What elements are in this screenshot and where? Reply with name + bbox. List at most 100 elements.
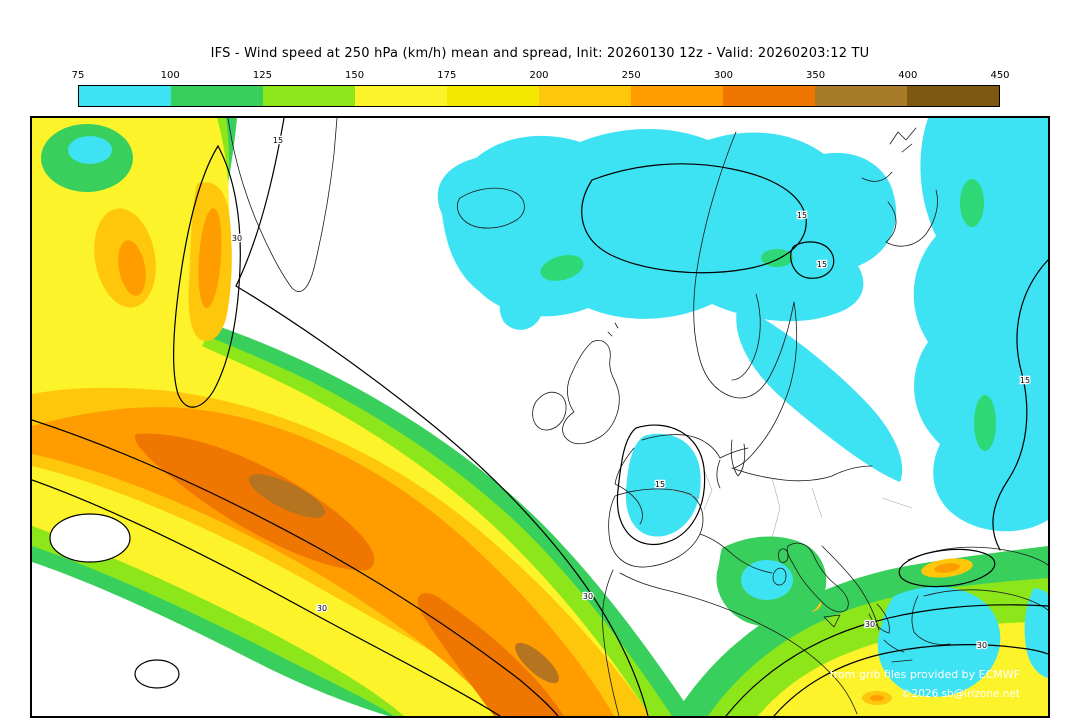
colorbar: 75 100 125 150 175 200 250 300 350 400 450 xyxy=(72,70,1010,107)
contour-white-cell-2 xyxy=(134,659,180,689)
colorbar-tick: 400 xyxy=(898,70,918,81)
colorbar-segment xyxy=(171,86,263,106)
coast-riviera xyxy=(699,533,773,574)
contour-layer xyxy=(32,118,1048,716)
teal-patch-1 xyxy=(540,255,584,281)
contour-greenland-loop xyxy=(173,144,241,408)
coast-aegean xyxy=(911,595,951,645)
contour-jet-lower-1 xyxy=(32,479,501,716)
border-layer xyxy=(671,469,913,539)
contour-white-cell-1 xyxy=(49,513,131,563)
colorbar-tick: 350 xyxy=(806,70,826,81)
italy-cyan-patch xyxy=(741,560,793,600)
coast-britain xyxy=(562,340,620,445)
coast-greenland xyxy=(227,118,338,292)
greenland-orange-patch xyxy=(118,240,146,296)
teal-patch-3 xyxy=(960,179,984,227)
contour-east xyxy=(992,259,1048,551)
colorbar-tick: 450 xyxy=(990,70,1010,81)
colorbar-ticks: 75 100 125 150 175 200 250 300 350 400 450 xyxy=(72,70,1010,84)
contour-label-layer: 15 30 30 15 15 15 30 30 15 30 xyxy=(231,135,1032,652)
contour-label: 30 xyxy=(977,641,987,650)
border-2 xyxy=(703,469,713,511)
wind-speed-map: 15 30 30 15 15 15 30 30 15 30 from grib … xyxy=(32,118,1048,716)
edge-cyan-strip xyxy=(1024,588,1048,678)
border-4 xyxy=(811,487,913,519)
coast-sicily xyxy=(823,614,841,628)
colorbar-tick: 100 xyxy=(160,70,180,81)
coast-svalbard xyxy=(889,127,917,153)
north-cyan-lobe xyxy=(499,277,542,330)
coast-africa xyxy=(602,569,858,716)
jet-core-dark-1 xyxy=(134,433,375,571)
contour-label: 30 xyxy=(865,620,875,629)
wind-fill-layer xyxy=(32,118,1048,716)
colorbar-segment xyxy=(355,86,447,106)
colorbar-segment xyxy=(79,86,171,106)
contour-southeast-2 xyxy=(773,644,1048,716)
colorbar-tick: 75 xyxy=(71,70,85,81)
southeast-orange-3 xyxy=(870,695,884,701)
colorbar-segment xyxy=(263,86,355,106)
colorbar-segment xyxy=(907,86,999,106)
coast-iceland xyxy=(456,187,525,229)
jet-core-brown-2 xyxy=(515,642,559,684)
credits-line-2: ©2026 sb@irizone.net xyxy=(901,688,1020,700)
coast-balkans xyxy=(821,545,880,631)
coast-iberia xyxy=(608,488,704,568)
credits: from grib files provided by ECMWF ©2026 … xyxy=(830,668,1020,700)
corner-cyan-patch xyxy=(68,136,112,164)
colorbar-segment xyxy=(447,86,539,106)
contour-label: 30 xyxy=(232,234,242,243)
coastline-layer xyxy=(227,118,1048,716)
coast-channel xyxy=(641,434,749,459)
colorbar-tick: 200 xyxy=(529,70,549,81)
colorbar-segment xyxy=(815,86,907,106)
coast-whitesea xyxy=(861,171,938,247)
colorbar-segment xyxy=(539,86,631,106)
credits-line-1: from grib files provided by ECMWF xyxy=(830,668,1020,681)
contour-label: 30 xyxy=(583,592,593,601)
colorbar-tick: 175 xyxy=(437,70,457,81)
coast-baltic-south xyxy=(731,465,873,482)
page-title: IFS - Wind speed at 250 hPa (km/h) mean … xyxy=(210,46,870,61)
southeast-orange-1 xyxy=(934,563,960,573)
coast-bothnia xyxy=(731,293,761,381)
coast-shetland xyxy=(607,322,619,337)
teal-patch-4 xyxy=(974,395,996,451)
contour-southeast-1 xyxy=(725,604,1048,716)
jet-core-dark-2 xyxy=(417,593,564,716)
colorbar-bar xyxy=(78,85,1000,107)
colorbar-tick: 300 xyxy=(713,70,733,81)
contour-label: 15 xyxy=(817,260,827,269)
east-cyan-band xyxy=(913,118,1048,532)
contour-label: 15 xyxy=(273,136,283,145)
colorbar-segment xyxy=(631,86,723,106)
border-1 xyxy=(671,489,701,499)
contour-label: 15 xyxy=(1020,376,1030,385)
colorbar-segment xyxy=(723,86,815,106)
cyan-se-arm xyxy=(736,304,903,482)
map-frame: 15 30 30 15 15 15 30 30 15 30 from grib … xyxy=(30,116,1050,718)
contour-small-loop xyxy=(790,241,835,279)
coast-sardinia xyxy=(772,548,789,586)
contour-france-loop xyxy=(616,424,706,546)
contour-label: 30 xyxy=(317,604,327,613)
contour-label: 15 xyxy=(797,211,807,220)
contour-turkey-loop xyxy=(898,548,996,588)
coast-scandinavia xyxy=(693,131,798,469)
southeast-cyan-blob xyxy=(877,586,1001,697)
greenland-strip-orange xyxy=(198,208,222,308)
france-cyan-patch xyxy=(625,433,701,537)
contour-label: 15 xyxy=(655,480,665,489)
contour-jet-upper xyxy=(235,118,649,716)
coast-ireland xyxy=(532,391,567,431)
jet-core-brown-1 xyxy=(248,474,326,518)
coast-italy xyxy=(786,542,849,613)
border-3 xyxy=(771,477,781,539)
contour-jet-lower-2 xyxy=(32,419,559,716)
colorbar-tick: 150 xyxy=(345,70,365,81)
colorbar-tick: 125 xyxy=(252,70,272,81)
coast-denmark xyxy=(716,439,746,489)
